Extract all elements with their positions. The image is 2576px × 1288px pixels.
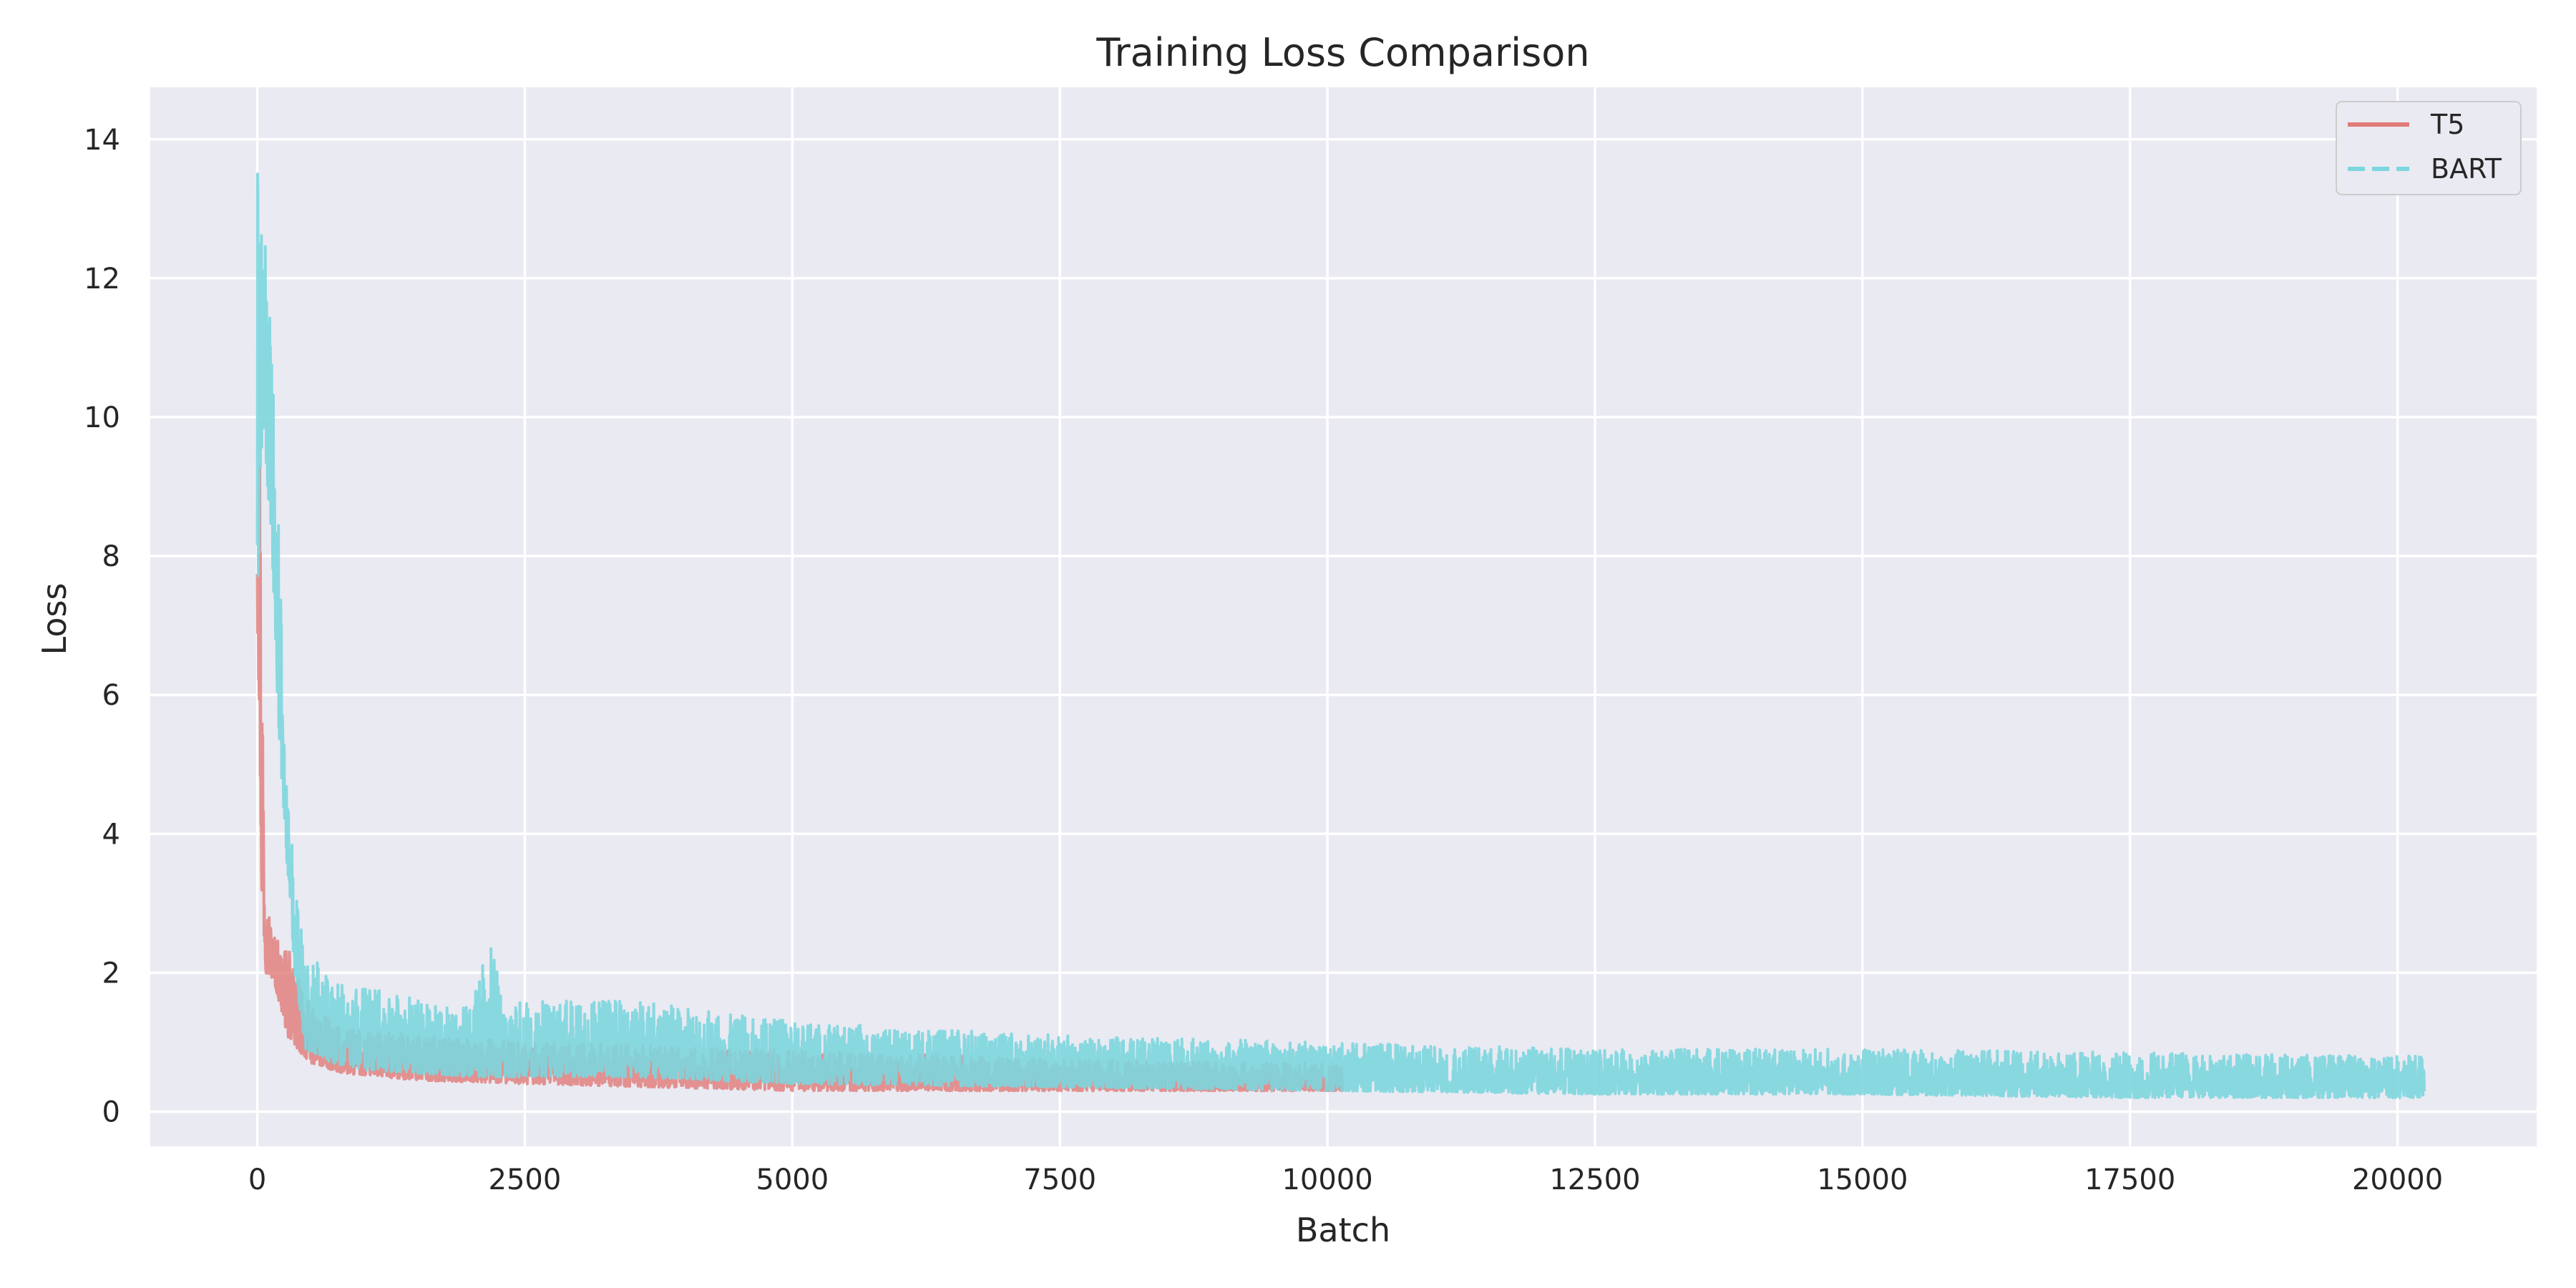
x-tick-label: 12500: [1549, 1163, 1640, 1196]
x-tick-label: 2500: [489, 1163, 562, 1196]
x-tick-label: 0: [248, 1163, 266, 1196]
x-tick-label: 17500: [2084, 1163, 2175, 1196]
y-tick-label: 12: [84, 263, 120, 296]
y-tick-label: 8: [102, 540, 120, 573]
y-tick-label: 4: [102, 818, 120, 851]
grid: [150, 87, 2537, 1146]
x-tick-label: 7500: [1023, 1163, 1096, 1196]
x-tick-label: 10000: [1282, 1163, 1372, 1196]
tick-labels: 0 2500 5000 7500 10000 12500 15000 17500 20000 0 2…: [84, 124, 2443, 1196]
x-tick-label: 5000: [756, 1163, 829, 1196]
x-axis-label: Batch: [1296, 1211, 1390, 1249]
series-layer: [255, 172, 2426, 1100]
y-tick-label: 10: [84, 401, 120, 434]
chart-title: Training Loss Comparison: [1096, 30, 1589, 75]
y-tick-label: 2: [102, 957, 120, 990]
series-line-bart: [255, 172, 2426, 1100]
y-tick-label: 14: [84, 124, 120, 157]
x-tick-label: 15000: [1817, 1163, 1908, 1196]
plot-background: [150, 87, 2537, 1146]
x-tick-label: 20000: [2352, 1163, 2443, 1196]
legend: T5 BART: [2336, 101, 2522, 195]
legend-label-bart: BART: [2431, 153, 2502, 185]
y-tick-label: 6: [102, 679, 120, 712]
y-tick-label: 0: [102, 1096, 120, 1128]
y-axis-label: Loss: [35, 583, 74, 655]
legend-label-t5: T5: [2430, 109, 2464, 140]
